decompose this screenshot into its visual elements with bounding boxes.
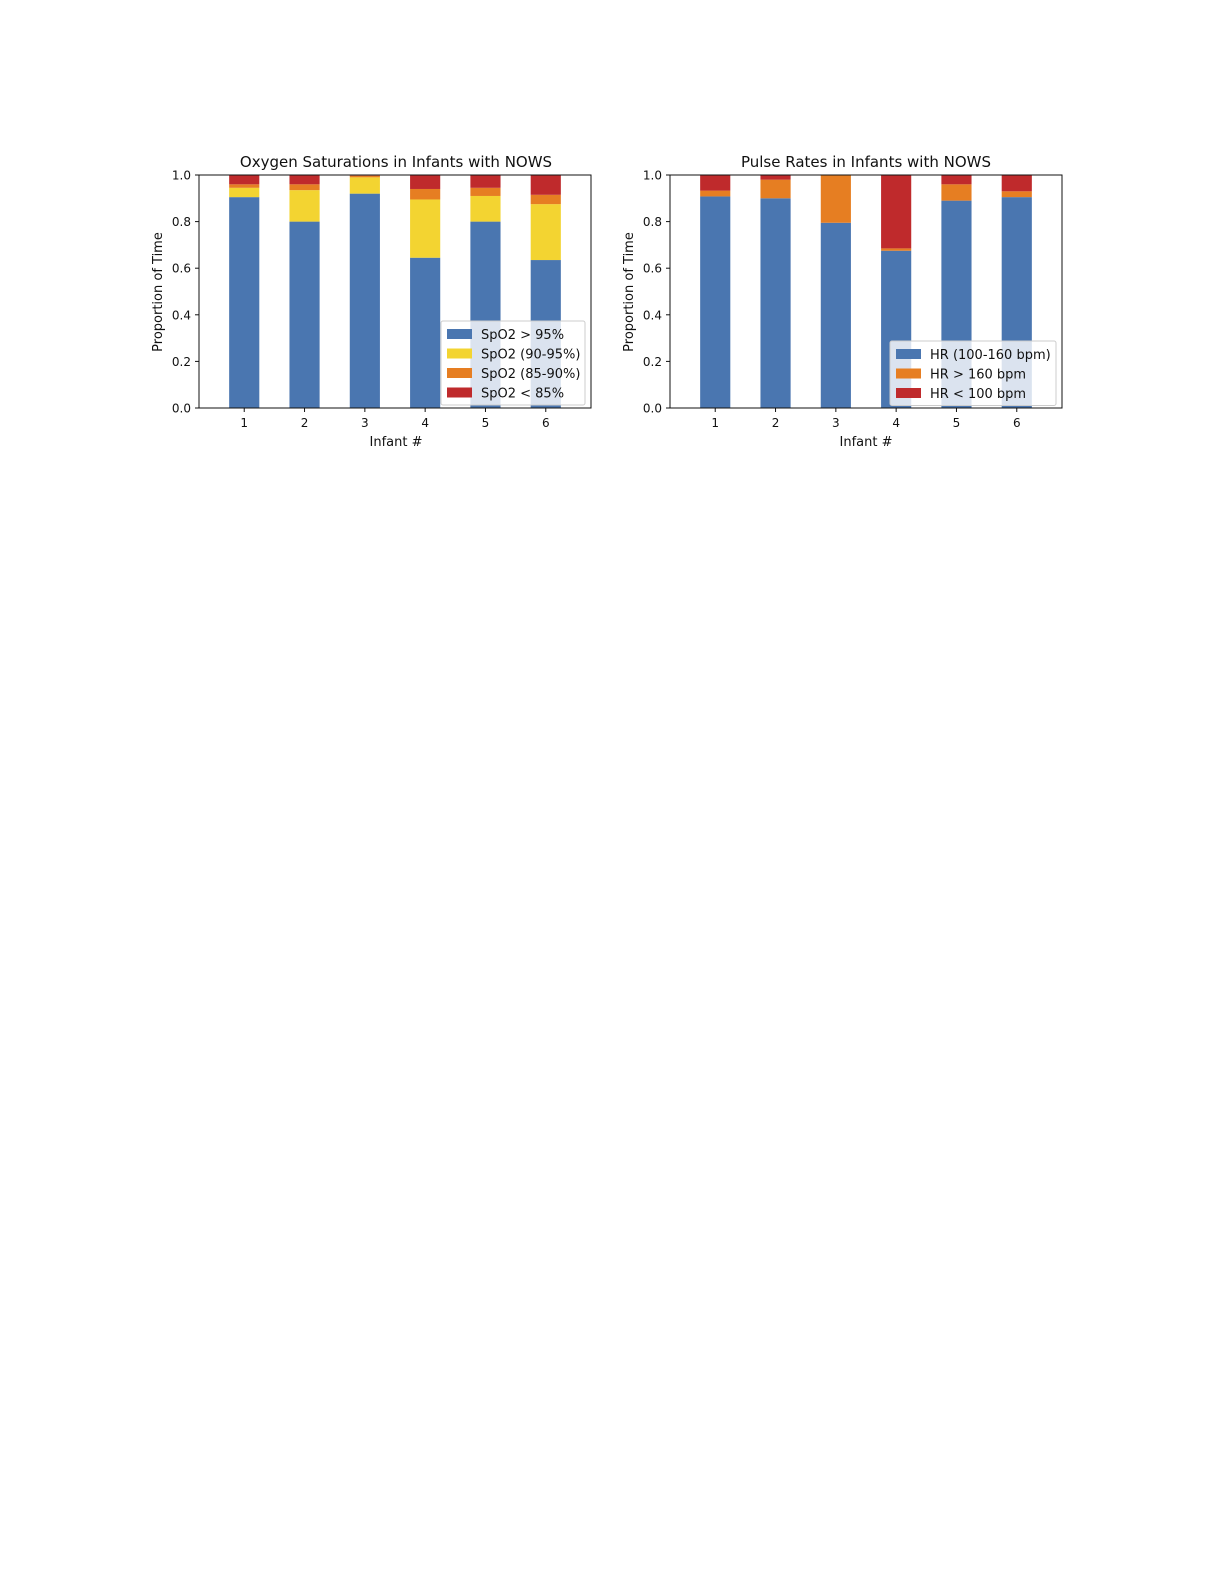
bar-segment bbox=[410, 199, 441, 258]
x-tick-label: 5 bbox=[482, 416, 490, 430]
bar-segment bbox=[1001, 175, 1032, 192]
bar-segment bbox=[229, 175, 260, 185]
bar-segment bbox=[289, 175, 320, 185]
y-tick-label: 1.0 bbox=[643, 169, 662, 183]
bar-segment bbox=[941, 184, 972, 201]
x-tick-label: 3 bbox=[832, 416, 840, 430]
x-axis-label: Infant # bbox=[370, 435, 423, 450]
legend: HR (100-160 bpm) HR > 160 bpm HR < 100 bpm bbox=[889, 340, 1057, 406]
legend-swatch bbox=[447, 368, 472, 378]
bar-segment bbox=[349, 175, 380, 178]
x-tick-label: 4 bbox=[421, 416, 429, 430]
legend-swatch bbox=[447, 348, 472, 359]
x-tick-label: 6 bbox=[542, 416, 550, 430]
y-tick-label: 0.2 bbox=[643, 355, 662, 369]
bar-segment bbox=[349, 177, 380, 194]
y-tick-label: 0.0 bbox=[172, 402, 191, 416]
x-tick-label: 2 bbox=[301, 416, 309, 430]
legend-label: SpO2 < 85% bbox=[481, 387, 564, 402]
bar-segment bbox=[1001, 191, 1032, 198]
legend-swatch bbox=[896, 368, 921, 379]
bar-segment bbox=[700, 175, 731, 191]
bar-segment bbox=[820, 175, 851, 223]
bar-segment bbox=[530, 194, 561, 205]
legend-box bbox=[889, 340, 1057, 406]
bar-segment bbox=[229, 184, 260, 188]
bar-segment bbox=[941, 175, 972, 185]
x-tick-label: 5 bbox=[953, 416, 961, 430]
bar-segment bbox=[229, 187, 260, 198]
legend-box bbox=[440, 320, 586, 406]
y-tick-label: 0.0 bbox=[643, 402, 662, 416]
y-axis-label: Proportion of Time bbox=[151, 232, 166, 352]
bar-segment bbox=[289, 184, 320, 191]
legend-label: HR < 100 bpm bbox=[930, 387, 1026, 402]
bar-segment bbox=[229, 197, 260, 408]
legend-label: SpO2 (85-90%) bbox=[481, 367, 580, 382]
x-tick-label: 1 bbox=[711, 416, 719, 430]
bar-segment bbox=[470, 195, 501, 222]
legend-label: SpO2 (90-95%) bbox=[481, 348, 580, 363]
x-tick-label: 4 bbox=[892, 416, 900, 430]
x-tick-label: 2 bbox=[772, 416, 780, 430]
y-tick-label: 0.4 bbox=[172, 308, 191, 322]
y-axis-label: Proportion of Time bbox=[622, 232, 637, 352]
bar-segment bbox=[530, 204, 561, 261]
bar-segment bbox=[410, 175, 441, 189]
bar-segment bbox=[760, 198, 791, 408]
x-tick-label: 6 bbox=[1013, 416, 1021, 430]
legend-swatch bbox=[447, 329, 472, 339]
bar-segment bbox=[289, 190, 320, 222]
y-tick-label: 0.8 bbox=[172, 215, 191, 229]
legend-label: HR > 160 bpm bbox=[930, 368, 1026, 383]
y-tick-label: 1.0 bbox=[172, 169, 191, 183]
pulse-rate-chart: Pulse Rates in Infants with NOWS Infant … bbox=[622, 153, 1063, 450]
bar-segment bbox=[349, 193, 380, 408]
y-tick-label: 0.6 bbox=[172, 262, 191, 276]
legend-swatch bbox=[896, 388, 921, 398]
legend-label: HR (100-160 bpm) bbox=[930, 348, 1051, 363]
chart-title: Oxygen Saturations in Infants with NOWS bbox=[240, 153, 552, 171]
y-tick-label: 0.8 bbox=[643, 215, 662, 229]
bar-segment bbox=[881, 248, 912, 251]
x-tick-label: 3 bbox=[361, 416, 369, 430]
y-tick-label: 0.2 bbox=[172, 355, 191, 369]
y-tick-label: 0.4 bbox=[643, 308, 662, 322]
bar-segment bbox=[410, 188, 441, 200]
bar-segment bbox=[820, 222, 851, 408]
legend-label: SpO2 > 95% bbox=[481, 328, 564, 343]
bar-segment bbox=[700, 196, 731, 408]
legend-swatch bbox=[447, 387, 472, 398]
plot-frame bbox=[669, 174, 1063, 409]
bar-segment bbox=[700, 190, 731, 197]
bar-segment bbox=[760, 175, 791, 180]
bar-segment bbox=[760, 179, 791, 199]
chart-title: Pulse Rates in Infants with NOWS bbox=[741, 153, 991, 171]
bar-segment bbox=[289, 221, 320, 408]
bar-segment bbox=[470, 187, 501, 196]
oxygen-saturation-chart: Oxygen Saturations in Infants with NOWS … bbox=[151, 153, 592, 450]
plot-frame bbox=[198, 174, 592, 409]
bar-segment bbox=[410, 257, 441, 408]
legend: SpO2 > 95% SpO2 (90-95%) SpO2 (85-90%) SpO2… bbox=[440, 320, 586, 406]
bar-segment bbox=[470, 175, 501, 188]
legend-swatch bbox=[896, 349, 921, 359]
y-tick-label: 0.6 bbox=[643, 262, 662, 276]
bar-segment bbox=[530, 175, 561, 195]
x-tick-label: 1 bbox=[240, 416, 248, 430]
x-axis-label: Infant # bbox=[840, 435, 893, 450]
bar-segment bbox=[881, 175, 912, 249]
